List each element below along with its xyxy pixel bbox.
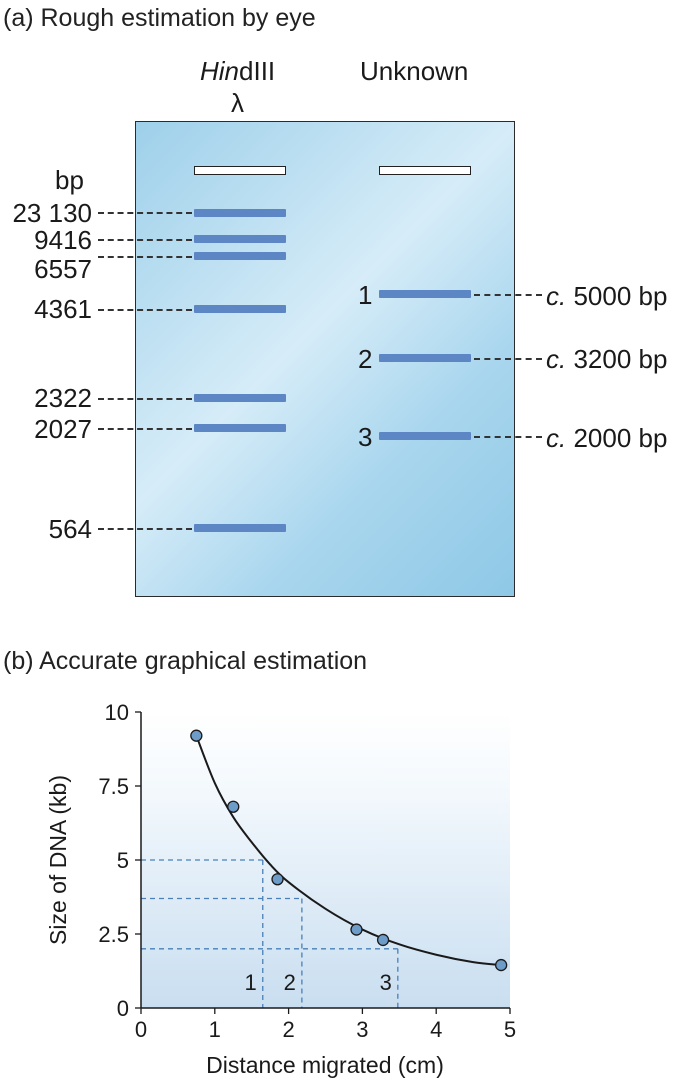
unknown-band xyxy=(379,354,471,362)
unknown-band-number: 2 xyxy=(358,344,373,374)
unknown-band-number: 3 xyxy=(358,422,373,452)
marker-label: 2322 xyxy=(34,383,92,413)
unknown-size-value: 3200 bp xyxy=(573,344,668,374)
marker-band xyxy=(194,305,286,313)
marker-band xyxy=(194,252,286,260)
circa-prefix: c. xyxy=(546,344,567,374)
marker-dash xyxy=(98,428,192,430)
unknown-band xyxy=(379,432,471,440)
lane-hindiii-title-rest: dIII xyxy=(239,56,276,86)
unknown-size-value: 5000 bp xyxy=(573,281,668,311)
x-axis-label: Distance migrated (cm) xyxy=(206,1052,444,1078)
marker-band xyxy=(194,424,286,432)
unknown-size-label: c. 3200 bp xyxy=(546,346,667,372)
marker-band xyxy=(194,394,286,402)
marker-label: 2027 xyxy=(34,414,92,444)
lane-hindiii-title: HindIII xyxy=(200,58,275,84)
plot-area xyxy=(141,712,510,1008)
marker-band xyxy=(194,209,286,217)
unknown-dash xyxy=(474,294,542,296)
circa-prefix: c. xyxy=(546,281,567,311)
data-point xyxy=(271,873,284,886)
x-tick-label: 1 xyxy=(209,1017,221,1042)
data-point xyxy=(494,958,508,972)
marker-dash xyxy=(98,528,192,530)
y-tick-label: 2.5 xyxy=(98,922,129,947)
panel-a-heading: (a) Rough estimation by eye xyxy=(3,4,316,32)
unknown-size-label: c. 2000 bp xyxy=(546,425,667,451)
unknown-dash xyxy=(474,358,542,360)
data-point xyxy=(190,729,203,742)
marker-band xyxy=(194,235,286,243)
lane-hindiii-title-italic: Hin xyxy=(200,56,240,86)
marker-dash xyxy=(98,256,192,258)
unknown-dash xyxy=(474,436,542,438)
bp-units-label: bp xyxy=(55,165,84,195)
unknown-band-number: 1 xyxy=(358,280,373,310)
marker-dash xyxy=(98,309,192,311)
marker-label: 564 xyxy=(48,514,92,544)
x-tick-label: 4 xyxy=(430,1017,442,1042)
data-point xyxy=(350,923,363,936)
marker-label: 23 130 xyxy=(12,198,92,228)
marker-label: 4361 xyxy=(34,294,92,324)
unknown-band xyxy=(379,290,471,298)
x-tick-label: 3 xyxy=(356,1017,368,1042)
x-tick-label: 0 xyxy=(135,1017,147,1042)
unknown-size-value: 2000 bp xyxy=(573,423,668,453)
marker-dash xyxy=(98,239,192,241)
unknown-axis-label: 1 xyxy=(245,970,257,995)
well-hindiii xyxy=(194,166,286,175)
x-tick-label: 2 xyxy=(282,1017,294,1042)
marker-dash xyxy=(98,398,192,400)
lane-unknown-title: Unknown xyxy=(360,56,469,86)
y-tick-label: 5 xyxy=(117,848,129,873)
y-tick-label: 0 xyxy=(117,996,129,1021)
fit-curve xyxy=(195,735,502,967)
panel-b-heading: (b) Accurate graphical estimation xyxy=(3,647,368,675)
marker-band xyxy=(194,524,286,532)
lane-hindiii-lambda: λ xyxy=(231,88,244,118)
unknown-axis-label: 2 xyxy=(284,970,296,995)
y-tick-label: 10 xyxy=(105,700,129,725)
circa-prefix: c. xyxy=(546,423,567,453)
marker-dash xyxy=(98,212,192,214)
marker-label: 9416 xyxy=(34,225,92,255)
well-unknown xyxy=(379,166,471,175)
y-tick-label: 7.5 xyxy=(98,774,129,799)
unknown-axis-label: 3 xyxy=(380,970,392,995)
unknown-size-label: c. 5000 bp xyxy=(546,283,667,309)
x-tick-label: 5 xyxy=(504,1017,516,1042)
y-axis-label: Size of DNA (kb) xyxy=(45,775,71,945)
marker-label: 6557 xyxy=(34,254,92,284)
data-point xyxy=(227,800,240,813)
data-point xyxy=(376,933,390,947)
